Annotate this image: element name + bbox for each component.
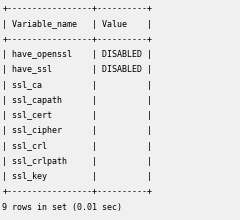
Text: +-----------------+----------+: +-----------------+----------+ xyxy=(2,35,152,44)
Text: +-----------------+----------+: +-----------------+----------+ xyxy=(2,187,152,196)
Text: | ssl_crlpath     |          |: | ssl_crlpath | | xyxy=(2,157,152,166)
Text: | have_openssl    | DISABLED |: | have_openssl | DISABLED | xyxy=(2,50,152,59)
Text: | Variable_name   | Value    |: | Variable_name | Value | xyxy=(2,20,152,29)
Text: | ssl_key         |          |: | ssl_key | | xyxy=(2,172,152,181)
Text: | ssl_cert        |          |: | ssl_cert | | xyxy=(2,111,152,120)
Text: | ssl_ca          |          |: | ssl_ca | | xyxy=(2,81,152,90)
Text: 9 rows in set (0.01 sec): 9 rows in set (0.01 sec) xyxy=(2,203,122,212)
Text: | ssl_capath      |          |: | ssl_capath | | xyxy=(2,96,152,105)
Text: | ssl_cipher      |          |: | ssl_cipher | | xyxy=(2,126,152,135)
Text: +-----------------+----------+: +-----------------+----------+ xyxy=(2,4,152,13)
Text: | ssl_crl         |          |: | ssl_crl | | xyxy=(2,142,152,150)
Text: | have_ssl        | DISABLED |: | have_ssl | DISABLED | xyxy=(2,65,152,74)
